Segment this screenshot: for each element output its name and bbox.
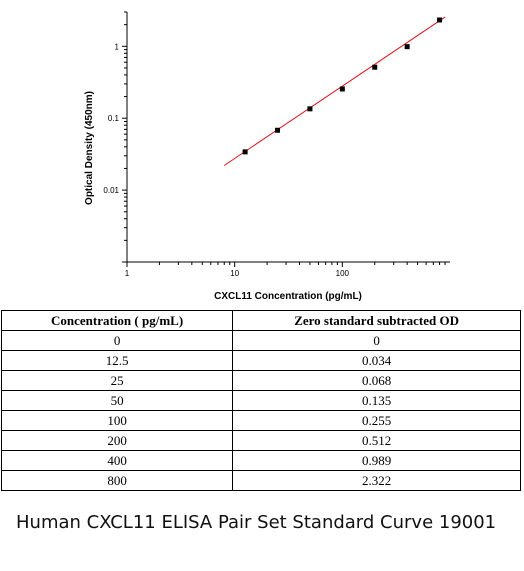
concentration-cell: 100 bbox=[0, 410, 234, 431]
od-cell: 0.135 bbox=[232, 390, 521, 411]
concentration-cell: 12.5 bbox=[0, 350, 234, 371]
y-tick-label: 0.01 bbox=[103, 186, 119, 195]
y-axis-label: Optical Density (450nm) bbox=[84, 91, 95, 205]
x-tick-label: 100 bbox=[336, 269, 350, 278]
data-point bbox=[307, 106, 313, 112]
table-row: 400 0.989 bbox=[0, 450, 521, 471]
axes bbox=[126, 12, 450, 263]
od-cell: 0.034 bbox=[232, 350, 521, 371]
column-header-od: Zero standard subtracted OD bbox=[232, 310, 521, 331]
fit-line bbox=[223, 16, 446, 166]
x-tick-label: 10 bbox=[230, 269, 239, 278]
data-point bbox=[404, 44, 410, 50]
concentration-cell: 200 bbox=[0, 430, 234, 451]
od-cell: 0.068 bbox=[232, 370, 521, 391]
table-row: 800 2.322 bbox=[0, 470, 521, 491]
x-tick-label: 1 bbox=[125, 269, 130, 278]
data-point bbox=[437, 17, 443, 23]
data-point bbox=[372, 64, 378, 70]
concentration-cell: 0 bbox=[0, 330, 234, 351]
column-header-concentration: Concentration ( pg/mL) bbox=[0, 310, 234, 331]
y-tick-label: 0.1 bbox=[108, 114, 120, 123]
table-row: 50 0.135 bbox=[0, 390, 521, 411]
concentration-cell: 400 bbox=[0, 450, 234, 471]
table-row: 12.5 0.034 bbox=[0, 350, 521, 371]
table-row: 100 0.255 bbox=[0, 410, 521, 431]
concentration-cell: 25 bbox=[0, 370, 234, 391]
concentration-cell: 50 bbox=[0, 390, 234, 411]
od-cell: 0.989 bbox=[232, 450, 521, 471]
figure-caption: Human CXCL11 ELISA Pair Set Standard Cur… bbox=[16, 512, 497, 533]
od-cell: 0.512 bbox=[232, 430, 521, 451]
fit-line-layer bbox=[223, 16, 446, 166]
concentration-cell: 800 bbox=[0, 470, 234, 491]
standard-curve-table: Concentration ( pg/mL) Zero standard sub… bbox=[0, 310, 521, 491]
table-row: 25 0.068 bbox=[0, 370, 521, 391]
standard-curve-chart: 1 10 100 0.01 0.1 1 CXCL11 Concentration (pg/… bbox=[84, 11, 450, 302]
table-body: 0 0 12.5 0.034 25 0.068 50 0.135 100 0.255 200 0.51… bbox=[0, 330, 521, 491]
x-axis-label: CXCL11 Concentration (pg/mL) bbox=[214, 291, 362, 302]
od-cell: 0.255 bbox=[232, 410, 521, 431]
data-points bbox=[242, 17, 443, 155]
data-point bbox=[242, 149, 248, 155]
table-header-row: Concentration ( pg/mL) Zero standard sub… bbox=[0, 310, 521, 331]
data-point bbox=[275, 127, 281, 133]
ticks: 1 10 100 0.01 0.1 1 bbox=[103, 11, 446, 278]
y-tick-label: 1 bbox=[115, 42, 120, 51]
od-cell: 2.322 bbox=[232, 470, 521, 491]
od-cell: 0 bbox=[232, 330, 521, 351]
table-row: 200 0.512 bbox=[0, 430, 521, 451]
data-point bbox=[339, 86, 345, 92]
